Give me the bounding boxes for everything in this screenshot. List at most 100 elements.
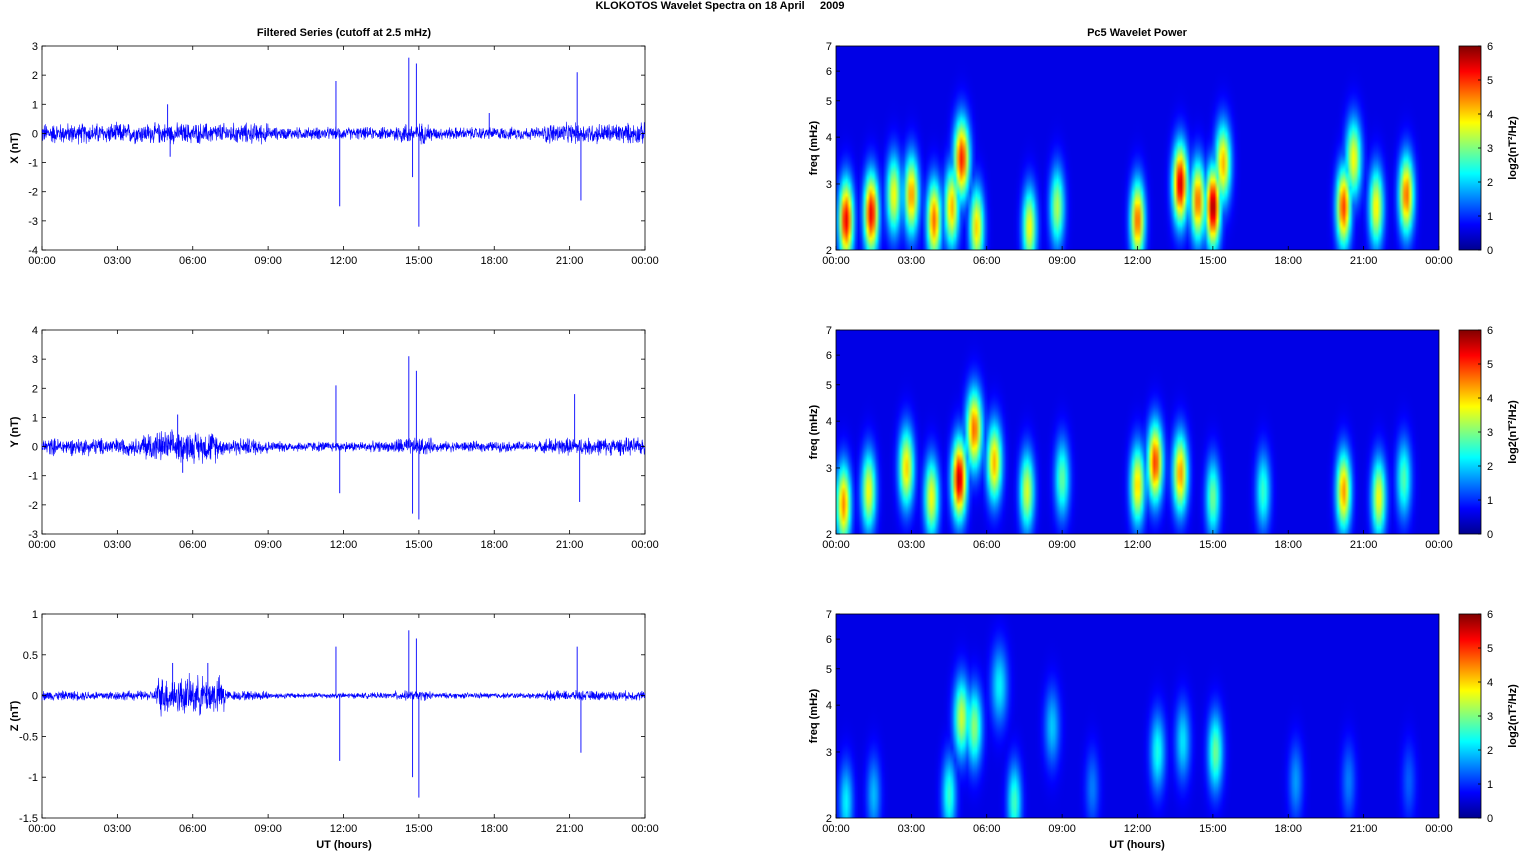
x-tick-label: 00:00 [822, 823, 850, 835]
y-tick-label: 0 [32, 691, 38, 703]
x-tick-label: 21:00 [1350, 823, 1378, 835]
y-tick-label: 6 [826, 634, 832, 646]
series-trace [41, 121, 646, 145]
colorbar-tick-label: 0 [1487, 529, 1493, 541]
x-tick-label: 00:00 [822, 255, 850, 267]
x-tick-label: 00:00 [1425, 539, 1453, 551]
x-tick-label: 00:00 [822, 539, 850, 551]
colorbar-tick-label: 2 [1487, 745, 1493, 757]
series-trace [41, 672, 646, 717]
x-tick-label: 15:00 [1199, 255, 1227, 267]
y-tick-label: 3 [826, 463, 832, 475]
x-tick-label: 06:00 [973, 255, 1001, 267]
x-tick-label: 06:00 [179, 255, 207, 267]
x-tick-label: 12:00 [330, 539, 358, 551]
colorbar [1458, 45, 1482, 251]
x-tick-label: 21:00 [1350, 255, 1378, 267]
plot-frame [41, 329, 646, 535]
y-tick-label: -1.5 [19, 813, 38, 825]
y-tick-label: 2 [32, 70, 38, 82]
x-tick-label: 12:00 [330, 823, 358, 835]
y-tick-label: -2 [28, 500, 38, 512]
y-tick-label: 7 [826, 41, 832, 53]
x-tick-label: 12:00 [1124, 255, 1152, 267]
colorbar-tick-label: 1 [1487, 495, 1493, 507]
x-tick-label: 00:00 [1425, 823, 1453, 835]
y-tick-label: 0 [32, 128, 38, 140]
y-axis-label: freq (mHz) [808, 120, 820, 175]
y-tick-label: 2 [826, 245, 832, 257]
x-tick-label: 12:00 [330, 255, 358, 267]
x-tick-label: 00:00 [28, 823, 56, 835]
wavelet-power-heatmap [836, 614, 1439, 818]
y-tick-label: 7 [826, 609, 832, 621]
y-tick-label: 7 [826, 325, 832, 337]
y-tick-label: -0.5 [19, 731, 38, 743]
y-tick-label: 0 [32, 442, 38, 454]
x-tick-label: 21:00 [1350, 539, 1378, 551]
x-tick-label: 12:00 [1124, 539, 1152, 551]
y-tick-label: 1 [32, 412, 38, 424]
x-tick-label: 00:00 [631, 539, 659, 551]
colorbar-tick-label: 5 [1487, 359, 1493, 371]
x-tick-label: 00:00 [631, 255, 659, 267]
x-tick-label: 03:00 [898, 539, 926, 551]
y-tick-label: 5 [826, 96, 832, 108]
x-tick-label: 18:00 [480, 823, 508, 835]
colorbar-tick-label: 6 [1487, 41, 1493, 53]
y-tick-label: 5 [826, 380, 832, 392]
colorbar-tick-label: 1 [1487, 211, 1493, 223]
x-tick-label: 15:00 [1199, 823, 1227, 835]
y-tick-label: 3 [826, 747, 832, 759]
y-tick-label: 6 [826, 350, 832, 362]
colorbar [1458, 613, 1482, 819]
x-tick-label: 00:00 [28, 539, 56, 551]
x-tick-label: 09:00 [1048, 539, 1076, 551]
colorbar-tick-label: 4 [1487, 393, 1493, 405]
x-tick-label: 21:00 [556, 539, 584, 551]
x-tick-label: 03:00 [104, 539, 132, 551]
colorbar-tick-label: 3 [1487, 427, 1493, 439]
figure-title: KLOKOTOS Wavelet Spectra on 18 April 200… [595, 0, 844, 12]
x-tick-label: 15:00 [405, 255, 433, 267]
x-tick-label: 09:00 [1048, 255, 1076, 267]
right-column-title: Pc5 Wavelet Power [1087, 27, 1188, 39]
y-axis-label: freq (mHz) [808, 404, 820, 459]
x-tick-label: 03:00 [104, 823, 132, 835]
x-tick-label: 09:00 [254, 539, 282, 551]
x-tick-label: 18:00 [1274, 255, 1302, 267]
y-axis-label: X (nT) [9, 132, 21, 163]
plot-frame [41, 613, 646, 819]
y-tick-label: -3 [28, 529, 38, 541]
colorbar [1458, 329, 1482, 535]
y-tick-label: -1 [28, 471, 38, 483]
x-tick-label: 18:00 [1274, 539, 1302, 551]
y-axis-label: Y (nT) [9, 416, 21, 447]
colorbar-tick-label: 4 [1487, 109, 1493, 121]
y-axis-label: Z (nT) [9, 700, 21, 731]
x-axis-label-right: UT (hours) [1109, 839, 1165, 851]
y-tick-label: 1 [32, 99, 38, 111]
x-tick-label: 03:00 [898, 255, 926, 267]
y-tick-label: -2 [28, 187, 38, 199]
colorbar-tick-label: 5 [1487, 643, 1493, 655]
left-column-title: Filtered Series (cutoff at 2.5 mHz) [257, 27, 432, 39]
y-tick-label: 3 [32, 41, 38, 53]
x-tick-label: 09:00 [254, 823, 282, 835]
colorbar-label: log2(nT²/Hz) [1507, 116, 1519, 180]
x-tick-label: 09:00 [254, 255, 282, 267]
x-axis-label-left: UT (hours) [316, 839, 372, 851]
x-tick-label: 21:00 [556, 823, 584, 835]
x-tick-label: 18:00 [480, 255, 508, 267]
colorbar-tick-label: 0 [1487, 813, 1493, 825]
y-tick-label: 4 [826, 416, 832, 428]
colorbar-label: log2(nT²/Hz) [1507, 684, 1519, 748]
x-tick-label: 15:00 [1199, 539, 1227, 551]
y-tick-label: 1 [32, 609, 38, 621]
